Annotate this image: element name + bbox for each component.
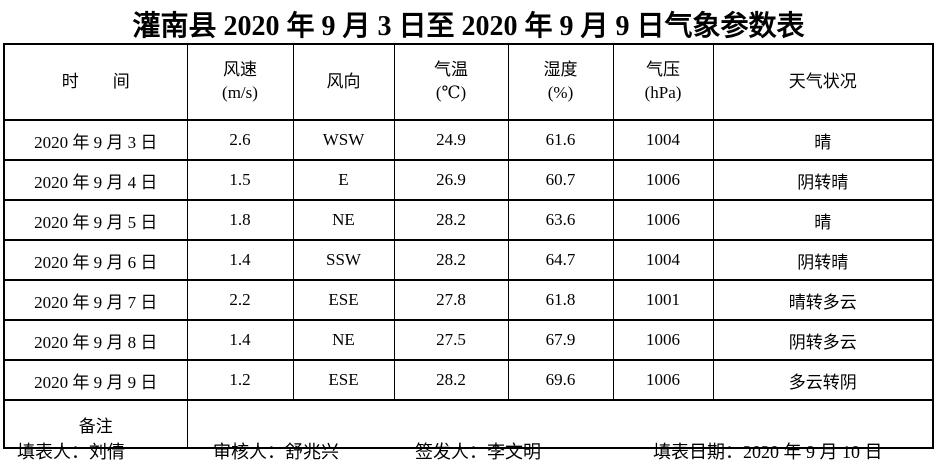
cell-humidity: 69.6 <box>507 359 614 401</box>
cell-temperature: 24.9 <box>393 119 509 161</box>
cell-weather: 晴 <box>712 199 934 241</box>
cell-wind-speed: 1.4 <box>186 239 294 281</box>
cell-temperature: 26.9 <box>393 159 509 201</box>
cell-humidity: 63.6 <box>507 199 614 241</box>
cell-weather: 阴转多云 <box>712 319 934 361</box>
reviewed-by-value: 舒兆兴 <box>285 442 339 462</box>
remarks-value <box>186 399 934 449</box>
table-row: 2020 年 9 月 7 日 2.2 ESE 27.8 61.8 1001 晴转… <box>3 279 934 321</box>
column-header-unit: (%) <box>547 83 574 102</box>
column-header-wind-direction: 风向 <box>292 43 395 121</box>
cell-weather: 阴转晴 <box>712 159 934 201</box>
reviewed-by: 审核人：舒兆兴 <box>213 438 339 464</box>
cell-date: 2020 年 9 月 3 日 <box>3 119 188 161</box>
cell-weather: 阴转晴 <box>712 239 934 281</box>
cell-date: 2020 年 9 月 5 日 <box>3 199 188 241</box>
column-header-unit: (m/s) <box>222 83 258 102</box>
table-header-row: 时 间 风速 (m/s) 风向 气温 (℃) 湿度 (%) <box>3 43 934 121</box>
cell-wind-speed: 1.5 <box>186 159 294 201</box>
document-footer: 填表人：刘倩 审核人：舒兆兴 签发人：李文明 填表日期：2020 年 9 月 1… <box>0 438 937 466</box>
cell-pressure: 1006 <box>612 319 714 361</box>
cell-wind-direction: ESE <box>292 279 395 321</box>
page-title: 灌南县 2020 年 9 月 3 日至 2020 年 9 月 9 日气象参数表 <box>132 11 805 42</box>
filled-by: 填表人：刘倩 <box>17 438 125 464</box>
cell-date: 2020 年 9 月 7 日 <box>3 279 188 321</box>
remarks-label: 备注 <box>3 399 188 449</box>
table-row: 2020 年 9 月 9 日 1.2 ESE 28.2 69.6 1006 多云… <box>3 359 934 401</box>
remarks-row: 备注 <box>3 399 934 449</box>
issued-by-label: 签发人： <box>415 442 487 462</box>
cell-pressure: 1001 <box>612 279 714 321</box>
fill-date-value: 2020 年 9 月 10 日 <box>743 442 883 462</box>
table-row: 2020 年 9 月 5 日 1.8 NE 28.2 63.6 1006 晴 <box>3 199 934 241</box>
cell-pressure: 1006 <box>612 159 714 201</box>
cell-wind-speed: 1.8 <box>186 199 294 241</box>
filled-by-value: 刘倩 <box>89 442 125 462</box>
cell-weather: 多云转阴 <box>712 359 934 401</box>
table-row: 2020 年 9 月 8 日 1.4 NE 27.5 67.9 1006 阴转多… <box>3 319 934 361</box>
cell-temperature: 27.5 <box>393 319 509 361</box>
cell-pressure: 1004 <box>612 239 714 281</box>
cell-humidity: 61.8 <box>507 279 614 321</box>
cell-wind-direction: ESE <box>292 359 395 401</box>
column-header-label: 天气状况 <box>788 71 857 91</box>
cell-date: 2020 年 9 月 8 日 <box>3 319 188 361</box>
column-header-label: 风速 <box>223 60 257 80</box>
fill-date-label: 填表日期： <box>653 442 743 462</box>
cell-temperature: 28.2 <box>393 359 509 401</box>
cell-wind-direction: SSW <box>292 239 395 281</box>
table-row: 2020 年 9 月 6 日 1.4 SSW 28.2 64.7 1004 阴转… <box>3 239 934 281</box>
cell-weather: 晴转多云 <box>712 279 934 321</box>
issued-by-value: 李文明 <box>487 442 541 462</box>
cell-humidity: 67.9 <box>507 319 614 361</box>
cell-wind-speed: 1.4 <box>186 319 294 361</box>
table-row: 2020 年 9 月 4 日 1.5 E 26.9 60.7 1006 阴转晴 <box>3 159 934 201</box>
column-header-label: 气压 <box>646 60 680 80</box>
issued-by: 签发人：李文明 <box>415 438 541 464</box>
cell-wind-speed: 2.2 <box>186 279 294 321</box>
column-header-time: 时 间 <box>3 43 188 121</box>
cell-date: 2020 年 9 月 6 日 <box>3 239 188 281</box>
cell-wind-direction: NE <box>292 319 395 361</box>
column-header-label: 湿度 <box>543 60 578 80</box>
cell-wind-direction: NE <box>292 199 395 241</box>
cell-wind-direction: E <box>292 159 395 201</box>
cell-pressure: 1006 <box>612 359 714 401</box>
cell-wind-speed: 1.2 <box>186 359 294 401</box>
cell-temperature: 27.8 <box>393 279 509 321</box>
cell-humidity: 64.7 <box>507 239 614 281</box>
column-header-weather: 天气状况 <box>712 43 934 121</box>
cell-date: 2020 年 9 月 4 日 <box>3 159 188 201</box>
column-header-unit: (hPa) <box>644 83 682 102</box>
cell-pressure: 1006 <box>612 199 714 241</box>
cell-date: 2020 年 9 月 9 日 <box>3 359 188 401</box>
cell-humidity: 61.6 <box>507 119 614 161</box>
column-header-humidity: 湿度 (%) <box>507 43 614 121</box>
cell-pressure: 1004 <box>612 119 714 161</box>
reviewed-by-label: 审核人： <box>213 442 285 462</box>
cell-temperature: 28.2 <box>393 199 509 241</box>
cell-wind-speed: 2.6 <box>186 119 294 161</box>
column-header-label: 时 间 <box>61 71 130 91</box>
column-header-temperature: 气温 (℃) <box>393 43 509 121</box>
cell-weather: 晴 <box>712 119 934 161</box>
column-header-wind-speed: 风速 (m/s) <box>186 43 294 121</box>
column-header-label: 风向 <box>326 71 361 91</box>
filled-by-label: 填表人： <box>17 442 89 462</box>
table-row: 2020 年 9 月 3 日 2.6 WSW 24.9 61.6 1004 晴 <box>3 119 934 161</box>
cell-wind-direction: WSW <box>292 119 395 161</box>
cell-temperature: 28.2 <box>393 239 509 281</box>
cell-humidity: 60.7 <box>507 159 614 201</box>
weather-parameters-table: 时 间 风速 (m/s) 风向 气温 (℃) 湿度 (%) <box>3 43 934 449</box>
column-header-pressure: 气压 (hPa) <box>612 43 714 121</box>
column-header-label: 气温 <box>434 60 468 80</box>
column-header-unit: (℃) <box>435 83 467 102</box>
fill-date: 填表日期：2020 年 9 月 10 日 <box>653 438 883 464</box>
